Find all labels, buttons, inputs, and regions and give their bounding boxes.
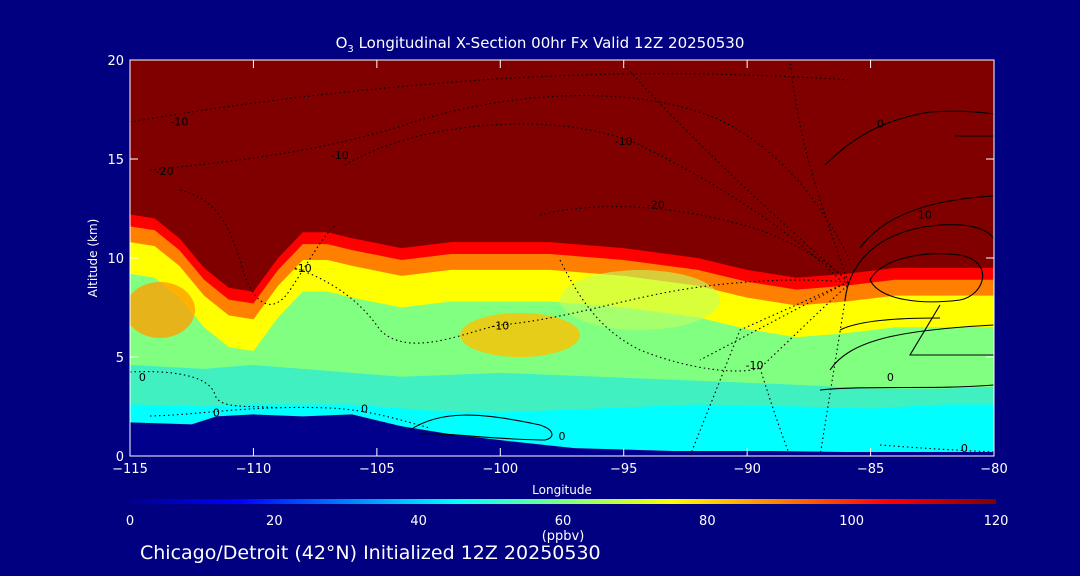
contour-label: -10 bbox=[615, 135, 633, 148]
contour-pos-lines bbox=[839, 317, 941, 331]
contour-zero-low bbox=[149, 406, 431, 429]
colorbar-ticks: 0 20 40 60 80 100 120 bbox=[126, 514, 1009, 529]
x-axis-label: Longitude bbox=[532, 483, 592, 497]
contour-label: -20 bbox=[647, 199, 665, 212]
contour-label: -10 bbox=[491, 319, 509, 332]
x-tick-label: −115 bbox=[112, 462, 148, 477]
x-tick-label: −95 bbox=[610, 462, 637, 477]
x-tick-label: −100 bbox=[482, 462, 518, 477]
contour-neg10-mid bbox=[294, 267, 849, 344]
contour-label: 0 bbox=[139, 371, 146, 384]
contour-pos-oval bbox=[869, 253, 984, 303]
contour-zero-solid-low bbox=[409, 414, 553, 441]
contour-neg10-arc bbox=[344, 123, 841, 281]
contour-label: -10 bbox=[746, 359, 764, 372]
colorbar-tick-label: 120 bbox=[984, 514, 1009, 529]
contour-ray-e bbox=[619, 60, 849, 283]
title-species-subscript: 3 bbox=[347, 44, 354, 55]
contour-pos-outer bbox=[824, 110, 994, 166]
contour-label: 0 bbox=[877, 117, 884, 130]
contour-label: 0 bbox=[361, 402, 368, 415]
ozone-max-patch bbox=[460, 313, 580, 357]
x-tick-label: −85 bbox=[857, 462, 884, 477]
footer-caption: Chicago/Detroit (42°N) Initialized 12Z 2… bbox=[140, 542, 601, 564]
x-tick-label: −110 bbox=[236, 462, 272, 477]
colorbar-units-label: (ppbv) bbox=[542, 529, 585, 544]
contour-zero-solid-east bbox=[819, 384, 994, 391]
contour-pos-ring bbox=[844, 224, 994, 301]
contour-label: 0 bbox=[559, 430, 566, 443]
x-axis-ticks: −115 −110 −105 −100 −95 −90 −85 −80 bbox=[112, 60, 1008, 477]
contour-label: -10 bbox=[170, 115, 188, 128]
colorbar-tick-label: 60 bbox=[555, 514, 572, 529]
y-tick-label: 15 bbox=[107, 153, 124, 168]
x-tick-label: −90 bbox=[733, 462, 760, 477]
contour-label: -10 bbox=[331, 149, 349, 162]
colorbar-tick-label: 80 bbox=[699, 514, 716, 529]
ozone-patch-plains bbox=[560, 270, 720, 330]
contour-label: 0 bbox=[887, 371, 894, 384]
contour-label: 0 bbox=[213, 406, 220, 419]
title-text: Longitudinal X-Section 00hr Fx Valid 12Z… bbox=[353, 34, 745, 52]
colorbar bbox=[130, 499, 996, 504]
y-axis-label: Altitude (km) bbox=[86, 219, 100, 298]
contour-label: -10 bbox=[294, 262, 312, 275]
contour-pos-box bbox=[859, 195, 994, 249]
contour-neg20-upper bbox=[149, 95, 851, 261]
x-tick-label: −80 bbox=[980, 462, 1007, 477]
contour-pos-box-side bbox=[909, 135, 994, 356]
contour-ray-d bbox=[789, 60, 849, 283]
colorbar-tick-label: 0 bbox=[126, 514, 134, 529]
contour-zero-west bbox=[130, 371, 281, 409]
chart-title: O3 Longitudinal X-Section 00hr Fx Valid … bbox=[0, 34, 1080, 55]
ozone-max-patch-west bbox=[130, 282, 195, 338]
colorbar-tick-label: 20 bbox=[266, 514, 283, 529]
contour-label: 0 bbox=[961, 442, 968, 455]
contour-ray-a bbox=[689, 281, 849, 456]
y-tick-label: 0 bbox=[116, 450, 124, 465]
contour-label: 10 bbox=[918, 208, 932, 221]
y-tick-label: 5 bbox=[116, 351, 124, 366]
x-tick-label: −105 bbox=[359, 462, 395, 477]
contour-neg10-south bbox=[759, 367, 791, 456]
contour-labels: -10 -20 -10 -10 -20 -10 -10 -10 0 0 0 0 0 0 0 10 bbox=[139, 115, 968, 455]
y-tick-label: 20 bbox=[107, 54, 124, 69]
terrain-mask bbox=[130, 414, 994, 456]
contour-neg10-upper bbox=[130, 73, 851, 123]
plot-area: -10 -20 -10 -10 -20 -10 -10 -10 0 0 0 0 0 0 0 10 bbox=[130, 60, 994, 456]
y-tick-label: 10 bbox=[107, 252, 124, 267]
contour-zero-solid-east2 bbox=[829, 324, 994, 371]
y-axis-ticks: 0 5 10 15 20 bbox=[107, 54, 994, 465]
colorbar-tick-label: 100 bbox=[839, 514, 864, 529]
contour-lines bbox=[130, 60, 994, 456]
colorbar-tick-label: 40 bbox=[410, 514, 427, 529]
contour-ray-b bbox=[699, 281, 849, 361]
contour-label: -20 bbox=[156, 165, 174, 178]
title-species: O bbox=[335, 34, 348, 52]
contour-neg20-inner bbox=[539, 206, 849, 281]
